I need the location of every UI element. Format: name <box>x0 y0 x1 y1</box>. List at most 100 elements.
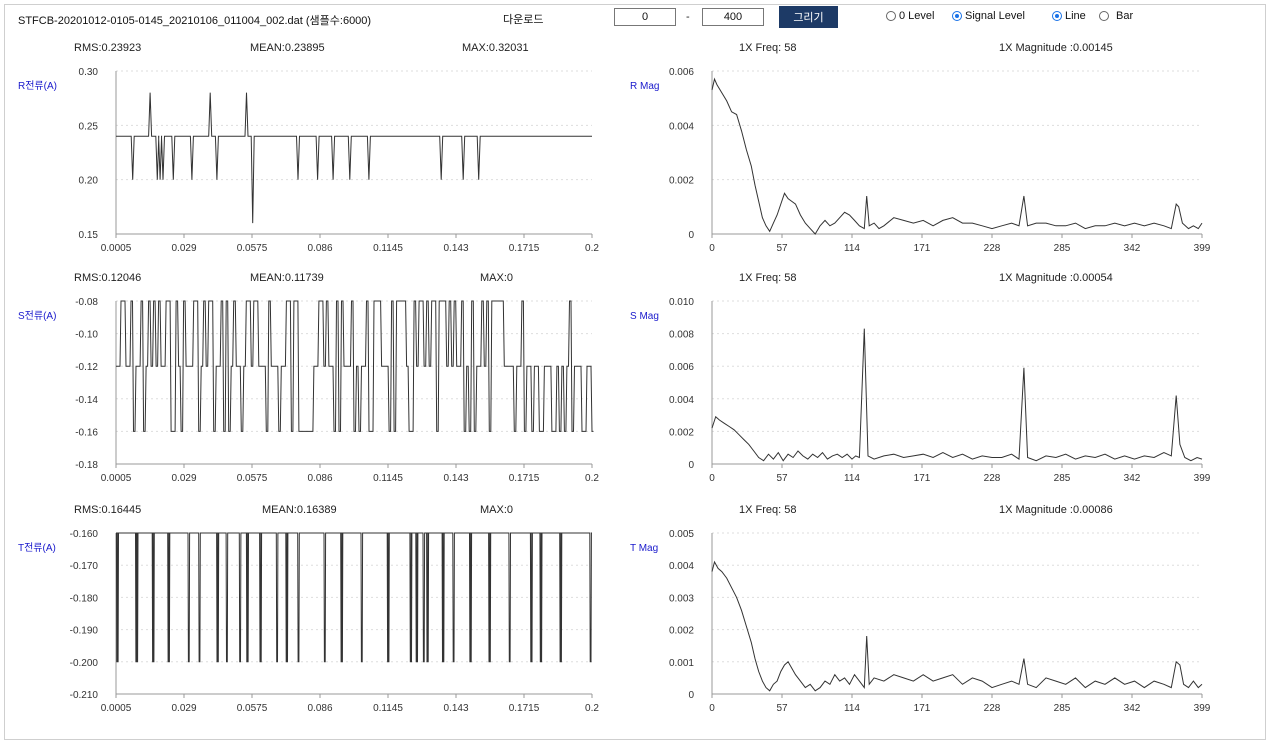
t-mag-ylabel: T Mag <box>630 543 658 554</box>
radio-signal-level[interactable]: Signal Level <box>952 10 1025 22</box>
t-current-xtick: 0.0575 <box>237 703 268 714</box>
s-mag-stat-1: 1X Magnitude :0.00054 <box>999 272 1113 284</box>
t-mag-series-line <box>711 560 1203 692</box>
r-mag-xtick: 228 <box>984 243 1001 254</box>
t-current-ylabel: T전류(A) <box>18 542 56 554</box>
t-mag-xtick: 399 <box>1194 703 1211 714</box>
r-mag-ytick: 0 <box>688 230 694 241</box>
range-separator: - <box>686 11 690 23</box>
r-current-ytick: 0.20 <box>79 176 99 187</box>
t-current-ytick: -0.210 <box>70 690 99 701</box>
s-current-xtick: 0.029 <box>171 473 196 484</box>
t-mag-xtick: 228 <box>984 703 1001 714</box>
radio-zero-level[interactable]: 0 Level <box>886 10 934 22</box>
t-mag-stat-1: 1X Magnitude :0.00086 <box>999 504 1113 516</box>
radio-bar-dot[interactable] <box>1099 11 1109 21</box>
r-mag-ylabel: R Mag <box>630 81 659 92</box>
radio-line-label: Line <box>1065 10 1086 22</box>
draw-button[interactable]: 그리기 <box>779 6 838 28</box>
t-mag-xtick: 57 <box>776 703 788 714</box>
t-mag-ytick: 0.001 <box>669 658 694 669</box>
s-current-ytick: -0.16 <box>75 427 98 438</box>
t-mag-ytick: 0 <box>688 690 694 701</box>
r-mag-xtick: 114 <box>844 243 860 254</box>
t-current-ytick: -0.170 <box>70 561 99 572</box>
t-current-stat-2: MAX:0 <box>480 504 513 516</box>
s-current-stat-2: MAX:0 <box>480 272 513 284</box>
t-current-xtick: 0.0005 <box>101 703 132 714</box>
r-current-ytick: 0.25 <box>79 121 99 132</box>
s-current-xtick: 0.2 <box>585 473 599 484</box>
t-current-xtick: 0.143 <box>443 703 468 714</box>
s-mag-ytick: 0.004 <box>669 395 694 406</box>
s-current-ylabel: S전류(A) <box>18 310 56 322</box>
toolbar: STFCB-20201012-0105-0145_20210106_011004… <box>0 0 1270 36</box>
r-current-xtick: 0.0575 <box>237 243 268 254</box>
range-start-input[interactable] <box>614 8 676 26</box>
s-current-xtick: 0.086 <box>307 473 332 484</box>
r-current-stat-1: MEAN:0.23895 <box>250 42 325 54</box>
r-current-xtick: 0.0005 <box>101 243 132 254</box>
r-mag-xtick: 285 <box>1054 243 1071 254</box>
r-current-stat-2: MAX:0.32031 <box>462 42 529 54</box>
range-end-input[interactable] <box>702 8 764 26</box>
s-current-xtick: 0.0575 <box>237 473 268 484</box>
file-name-label: STFCB-20201012-0105-0145_20210106_011004… <box>18 15 372 27</box>
radio-bar[interactable]: Bar <box>1099 10 1133 22</box>
s-current-ytick: -0.18 <box>75 460 98 471</box>
s-mag-ytick: 0.010 <box>669 297 694 308</box>
s-current-xtick: 0.143 <box>443 473 468 484</box>
r-current-stat-0: RMS:0.23923 <box>74 42 141 54</box>
t-mag-ytick: 0.005 <box>669 529 694 540</box>
radio-line[interactable]: Line <box>1052 10 1086 22</box>
s-mag-xtick: 114 <box>844 473 860 484</box>
s-mag-xtick: 57 <box>776 473 788 484</box>
s-mag-xtick: 285 <box>1054 473 1071 484</box>
radio-bar-label: Bar <box>1116 10 1134 22</box>
r-mag-ytick: 0.002 <box>669 176 694 187</box>
t-current-xtick: 0.1145 <box>373 703 403 714</box>
t-mag-ytick: 0.002 <box>669 626 694 637</box>
r-current-xtick: 0.1145 <box>373 243 403 254</box>
s-mag-xtick: 0 <box>709 473 715 484</box>
r-mag-xtick: 399 <box>1194 243 1211 254</box>
radio-signal-level-label: Signal Level <box>965 10 1025 22</box>
main-panel <box>4 4 1266 740</box>
r-current-xtick: 0.086 <box>307 243 332 254</box>
r-mag-stat-0: 1X Freq: 58 <box>739 42 796 54</box>
s-mag-ytick: 0.002 <box>669 427 694 438</box>
radio-zero-level-label: 0 Level <box>899 10 935 22</box>
r-current-ytick: 0.15 <box>79 230 99 241</box>
t-mag-xtick: 0 <box>709 703 715 714</box>
s-mag-xtick: 171 <box>914 473 931 484</box>
s-mag-ytick: 0.006 <box>669 362 694 373</box>
s-current-xtick: 0.0005 <box>101 473 132 484</box>
t-mag-xtick: 171 <box>914 703 931 714</box>
r-current-xtick: 0.1715 <box>509 243 540 254</box>
radio-signal-level-dot[interactable] <box>952 11 962 21</box>
s-current-stat-0: RMS:0.12046 <box>74 272 141 284</box>
s-mag-xtick: 228 <box>984 473 1001 484</box>
s-current-stat-1: MEAN:0.11739 <box>250 272 324 284</box>
t-mag-xtick: 342 <box>1124 703 1141 714</box>
r-mag-xtick: 171 <box>914 243 931 254</box>
s-current-ytick: -0.10 <box>75 330 98 341</box>
t-current-xtick: 0.029 <box>171 703 196 714</box>
radio-line-dot[interactable] <box>1052 11 1062 21</box>
radio-zero-level-dot[interactable] <box>886 11 896 21</box>
t-current-ytick: -0.160 <box>70 529 99 540</box>
t-current-ytick: -0.180 <box>70 593 99 604</box>
s-current-ytick: -0.08 <box>75 297 98 308</box>
s-current-xtick: 0.1145 <box>373 473 403 484</box>
t-current-ytick: -0.200 <box>70 658 99 669</box>
t-mag-xtick: 114 <box>844 703 860 714</box>
r-mag-xtick: 57 <box>776 243 788 254</box>
r-mag-ytick: 0.006 <box>669 67 694 78</box>
t-current-stat-1: MEAN:0.16389 <box>262 504 337 516</box>
download-link[interactable]: 다운로드 <box>503 14 544 26</box>
r-current-ylabel: R전류(A) <box>18 80 57 92</box>
r-mag-ytick: 0.004 <box>669 121 694 132</box>
s-mag-ytick: 0 <box>688 460 694 471</box>
r-mag-xtick: 342 <box>1124 243 1141 254</box>
